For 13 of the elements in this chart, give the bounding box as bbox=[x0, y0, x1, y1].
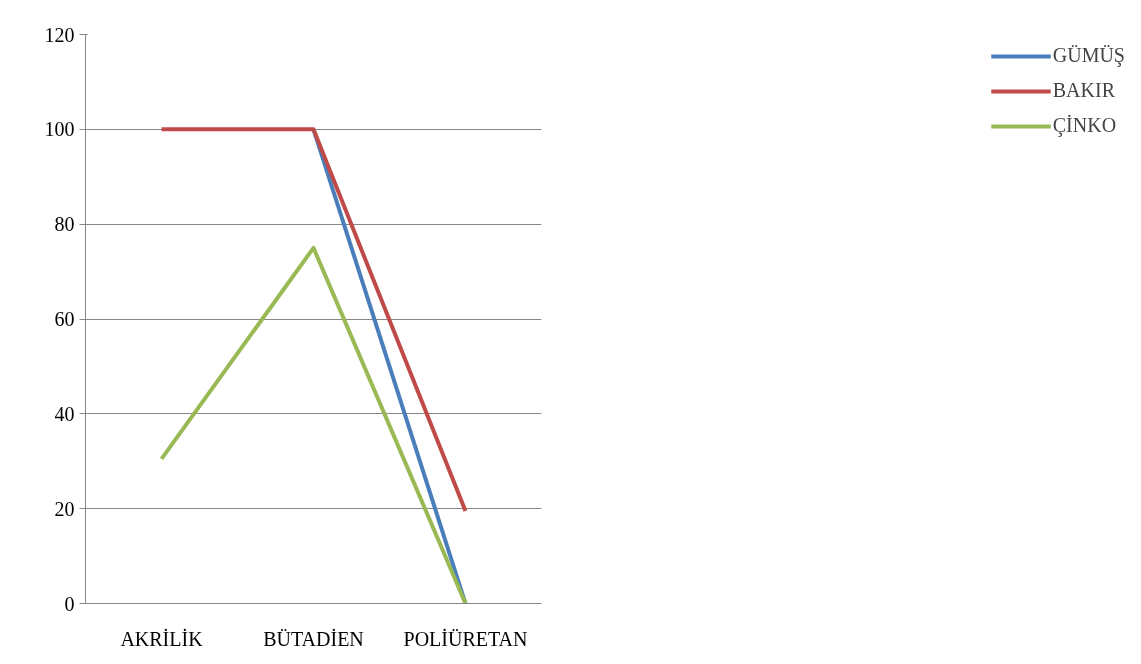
y-tick-label: 60 bbox=[54, 308, 75, 330]
x-tick-label: BÜTADİEN bbox=[263, 627, 364, 650]
y-tick-label: 40 bbox=[54, 402, 75, 425]
y-tick-label: 20 bbox=[54, 497, 75, 520]
y-tick-label: 100 bbox=[44, 118, 75, 141]
legend-label: GÜMÜŞ bbox=[1052, 44, 1125, 67]
legend-label: BAKIR bbox=[1052, 79, 1115, 102]
x-tick-label: AKRİLİK bbox=[120, 627, 204, 650]
x-tick-label: POLİÜRETAN bbox=[403, 627, 528, 650]
y-tick-label: 120 bbox=[44, 23, 75, 46]
legend-label: ÇİNKO bbox=[1052, 114, 1117, 137]
y-tick-label: 80 bbox=[54, 213, 75, 236]
y-tick-label: 0 bbox=[64, 592, 75, 615]
